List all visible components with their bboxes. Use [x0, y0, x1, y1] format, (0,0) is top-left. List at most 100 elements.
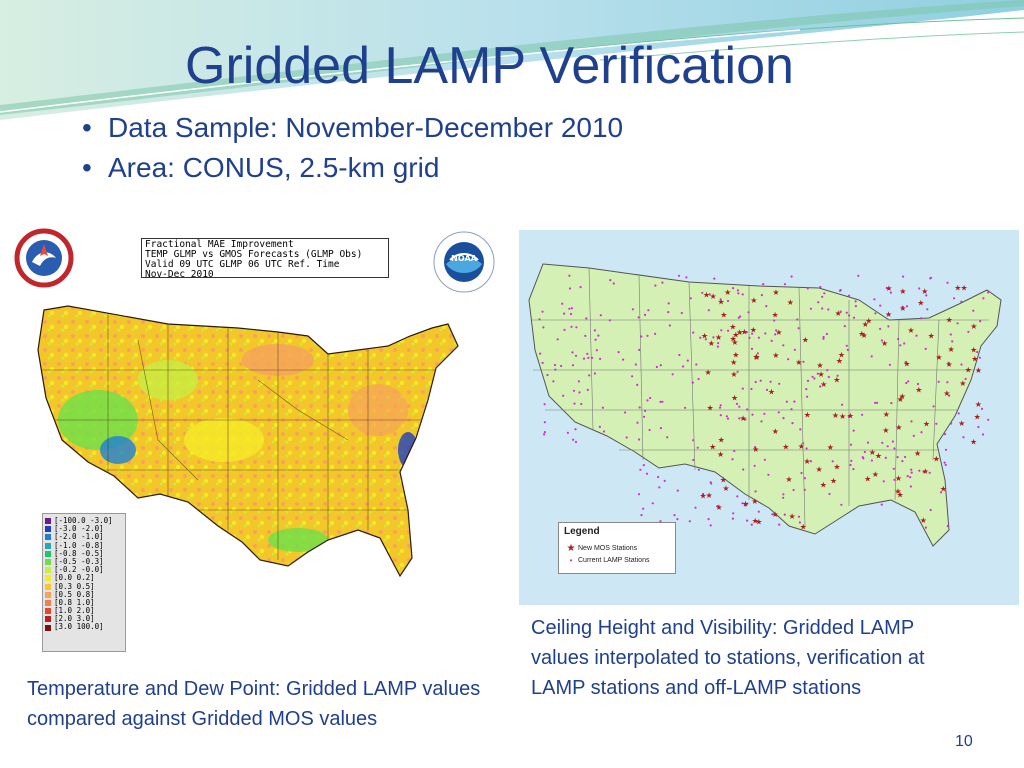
station-legend: Legend ★ New MOS Stations • Current LAMP…: [558, 522, 676, 574]
legend-label: [-3.0 -2.0]: [54, 524, 104, 534]
lamp-station-point: [943, 433, 947, 436]
lamp-station-point: [924, 526, 927, 529]
lamp-station-point: [920, 317, 923, 320]
mos-station-star: ★: [732, 350, 739, 359]
lamp-station-point: [904, 455, 907, 459]
lamp-station-point: [622, 358, 625, 361]
lamp-station-point: [631, 375, 634, 378]
mos-station-star: ★: [795, 358, 802, 367]
mos-station-star: ★: [816, 465, 823, 474]
lamp-station-point: [561, 302, 564, 305]
lamp-station-point: [977, 425, 980, 429]
lamp-station-point: [884, 456, 887, 459]
lamp-station-point: [909, 476, 912, 479]
lamp-station-point: [845, 344, 848, 347]
lamp-station-point: [666, 436, 669, 439]
mos-station-star: ★: [753, 353, 760, 362]
legend-swatch: [45, 591, 51, 598]
lamp-station-point: [809, 460, 812, 463]
lamp-station-point: [939, 491, 943, 494]
bullet-dot-icon: •: [82, 112, 92, 143]
lamp-station-point: [638, 348, 641, 351]
mos-station-star: ★: [772, 510, 779, 519]
slide-title: Gridded LAMP Verification: [185, 37, 794, 95]
legend-row: [0.0 0.2]: [45, 574, 123, 582]
lamp-station-point: [642, 507, 645, 510]
lamp-station-point: [750, 347, 754, 350]
lamp-station-point: [753, 446, 757, 449]
lamp-station-point: [676, 518, 679, 521]
bullet-text: Data Sample: November-December 2010: [108, 112, 624, 143]
lamp-station-point: [691, 381, 694, 384]
lamp-station-point: [556, 338, 559, 341]
lamp-station-point: [591, 356, 594, 359]
lamp-station-point: [809, 307, 812, 310]
lamp-station-point: [704, 338, 707, 341]
legend-swatch: [45, 624, 51, 631]
legend-row: [3.0 100.0]: [45, 623, 123, 631]
lamp-station-point: [726, 417, 730, 420]
lamp-station-point: [887, 325, 890, 328]
lamp-station-point: [696, 446, 699, 449]
lamp-station-point: [972, 309, 975, 312]
lamp-station-point: [790, 275, 793, 278]
mos-station-star: ★: [717, 450, 724, 459]
legend-row: [0.5 0.8]: [45, 590, 123, 599]
lamp-station-point: [946, 524, 949, 528]
lamp-station-point: [806, 395, 809, 398]
legend-swatch: [45, 550, 51, 557]
lamp-station-point: [735, 402, 739, 405]
lamp-station-point: [897, 337, 900, 341]
legend-swatch: [45, 518, 51, 525]
lamp-station-point: [659, 364, 662, 367]
lamp-station-point: [803, 477, 806, 480]
mae-color-legend: [-100.0 -3.0] [-3.0 -2.0] [-2.0 -1.0] [-1.0…: [42, 513, 126, 652]
mos-station-star: ★: [907, 326, 914, 335]
mos-station-star: ★: [772, 310, 779, 319]
lamp-station-point: [719, 414, 722, 417]
mos-station-star: ★: [729, 323, 736, 332]
mos-station-star: ★: [741, 328, 748, 337]
lamp-station-point: [852, 429, 855, 432]
lamp-station-point: [579, 286, 582, 289]
lamp-station-point: [775, 329, 778, 332]
mos-station-star: ★: [975, 400, 982, 409]
lamp-station-point: [631, 308, 634, 311]
lamp-station-point: [673, 514, 676, 517]
header-swoosh-decoration: [0, 0, 1024, 120]
lamp-station-point: [593, 329, 596, 332]
mos-station-star: ★: [885, 310, 892, 319]
lamp-station-point: [981, 433, 985, 436]
lamp-station-point: [732, 287, 735, 290]
mos-station-star: ★: [785, 475, 792, 484]
lamp-station-point: [692, 458, 695, 462]
station-stars-group: ★★★★★★★★★★★★★★★★★★★★★★★★★★★★★★★★★★★★★★★★…: [700, 283, 983, 531]
map-info-box: Fractional MAE Improvement TEMP GLMP vs …: [141, 238, 389, 280]
lamp-station-point: [572, 389, 576, 392]
lamp-station-point: [585, 317, 588, 320]
mos-station-star: ★: [722, 484, 729, 493]
legend-swatch: [45, 567, 51, 574]
lamp-station-point: [861, 456, 864, 459]
lamp-station-point: [699, 336, 702, 339]
lamp-station-point: [765, 305, 768, 308]
lamp-station-point: [541, 361, 544, 364]
lamp-station-point: [953, 297, 956, 300]
lamp-station-point: [771, 513, 774, 516]
mos-station-star: ★: [818, 370, 825, 379]
mos-station-star: ★: [903, 360, 910, 369]
lamp-station-point: [843, 325, 846, 328]
mos-station-star: ★: [923, 420, 930, 429]
lamp-station-point: [647, 309, 650, 312]
lamp-station-point: [764, 332, 767, 335]
lamp-station-point: [762, 283, 765, 286]
lamp-station-point: [767, 473, 770, 476]
lamp-station-point: [757, 510, 760, 513]
legend-swatch: [45, 575, 51, 582]
mos-station-star: ★: [839, 412, 846, 421]
legend-label: [1.0 2.0]: [54, 606, 95, 616]
lamp-station-point: [912, 434, 915, 437]
mos-station-star: ★: [820, 480, 827, 489]
lamp-station-point: [657, 475, 660, 479]
mos-station-star: ★: [915, 386, 922, 395]
